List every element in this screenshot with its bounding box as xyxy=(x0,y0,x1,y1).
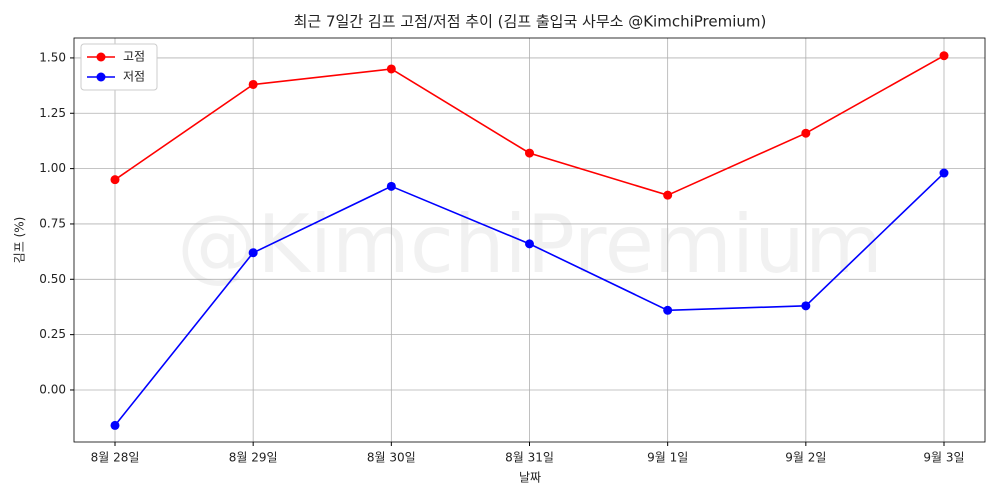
x-tick-label: 8월 30일 xyxy=(367,451,416,465)
point xyxy=(663,190,673,200)
point xyxy=(939,51,949,61)
legend-label: 고점 xyxy=(123,50,145,64)
point xyxy=(525,148,534,158)
point xyxy=(525,239,534,249)
x-axis-label: 날짜 xyxy=(519,471,541,485)
x-tick-label: 9월 2일 xyxy=(785,451,826,465)
point xyxy=(110,420,120,430)
y-tick-label: 0.25 xyxy=(39,327,66,341)
x-tick-label: 9월 1일 xyxy=(647,451,688,465)
y-axis-label: 김프 (%) xyxy=(13,217,27,264)
y-tick-label: 1.00 xyxy=(39,161,66,175)
point xyxy=(386,64,396,74)
point xyxy=(939,168,949,178)
x-tick-label: 9월 3일 xyxy=(923,451,964,465)
point xyxy=(801,301,811,311)
point xyxy=(248,248,258,258)
point xyxy=(663,305,673,315)
y-tick-label: 0.50 xyxy=(39,272,66,286)
x-tick-label: 8월 28일 xyxy=(91,451,140,465)
point xyxy=(110,175,120,185)
point xyxy=(801,128,811,138)
legend-marker xyxy=(96,52,106,62)
legend-box xyxy=(80,43,158,91)
y-tick-label: 0.75 xyxy=(39,216,66,230)
legend-label: 저점 xyxy=(123,70,145,84)
y-tick-label: 1.50 xyxy=(39,50,66,64)
point xyxy=(386,181,396,191)
plot-frame xyxy=(73,37,986,443)
x-tick-label: 8월 29일 xyxy=(229,451,278,465)
x-tick-label: 8월 31일 xyxy=(505,451,554,465)
y-tick-label: 0.00 xyxy=(39,382,66,396)
chart-title: 최근 7일간 김프 고점/저점 추이 (김프 출입국 사무소 @KimchiPr… xyxy=(294,13,767,31)
y-tick-label: 1.25 xyxy=(39,106,66,120)
point xyxy=(248,79,258,89)
legend-marker xyxy=(96,72,106,82)
